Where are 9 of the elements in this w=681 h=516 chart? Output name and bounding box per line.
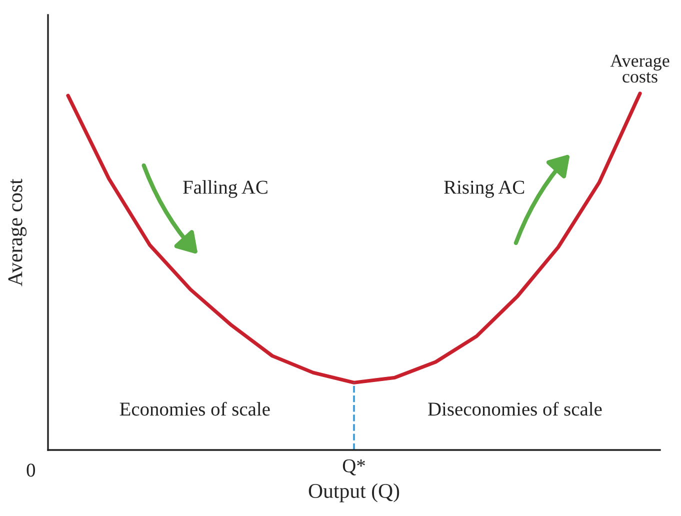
series-label: Average costs: [610, 54, 670, 83]
annotation: Economies of scale: [120, 402, 270, 416]
annotation: Rising AC: [444, 180, 524, 198]
x-axis-title: Output (Q): [308, 483, 400, 502]
annotation: Diseconomies of scale: [428, 402, 602, 416]
y-axis-title: Average cost: [8, 178, 27, 286]
text: 0: [26, 464, 36, 477]
text: Q*: [342, 459, 365, 476]
annotation: Falling AC: [183, 180, 268, 198]
